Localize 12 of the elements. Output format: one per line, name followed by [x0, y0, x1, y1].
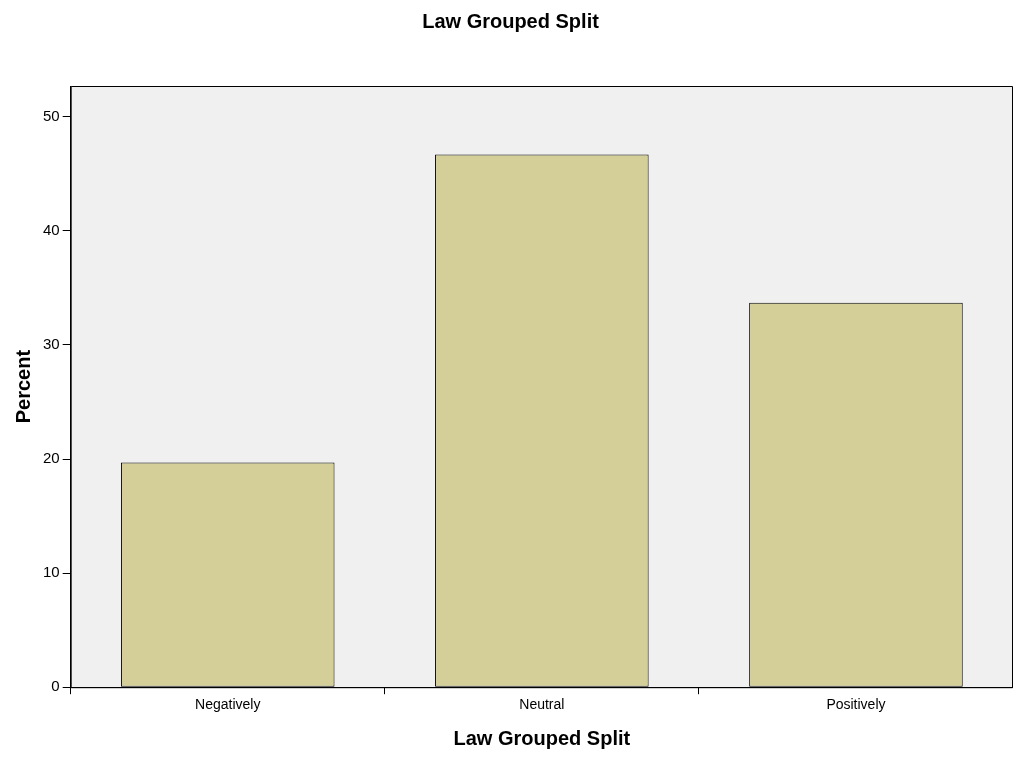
y-tick-label: 40	[43, 221, 60, 239]
y-tick-label: 20	[43, 449, 60, 467]
x-tick-label: Negatively	[195, 696, 261, 713]
y-tick-label: 50	[43, 106, 60, 124]
chart-title: Law Grouped Split	[422, 9, 600, 32]
x-tick-label: Neutral	[519, 696, 565, 713]
x-tick-label: Positively	[826, 696, 886, 713]
y-tick-label: 10	[43, 563, 60, 581]
x-axis-title: Law Grouped Split	[453, 726, 631, 749]
y-tick-label: 0	[51, 677, 60, 695]
y-axis-title: Percent	[11, 349, 34, 424]
y-tick-label: 30	[43, 335, 60, 353]
